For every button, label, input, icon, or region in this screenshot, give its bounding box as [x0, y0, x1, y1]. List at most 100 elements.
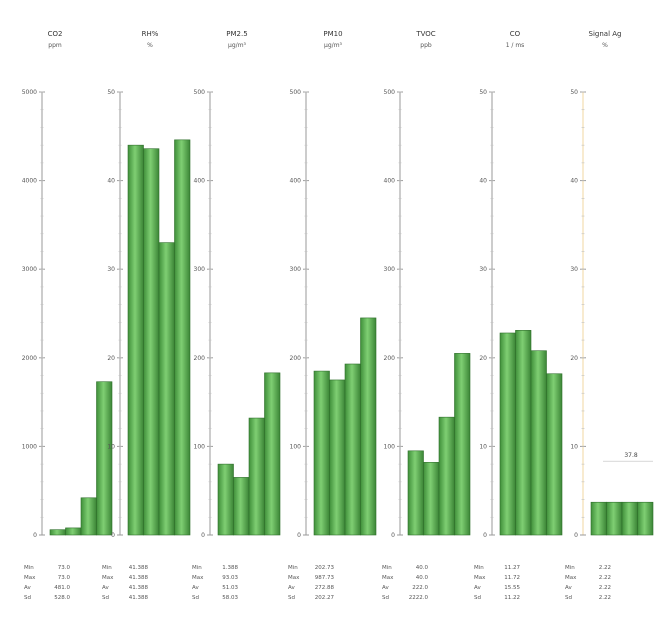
stat-value: 222.0 [412, 585, 428, 591]
stat-label: Av [474, 585, 481, 591]
stat-label: Av [24, 585, 31, 591]
bar [158, 242, 175, 536]
panel-unit: µg/m³ [228, 42, 246, 49]
bar [264, 372, 281, 536]
stat-label: Sd [382, 595, 389, 601]
stat-value: 41.388 [129, 565, 149, 571]
stat-label: Min [288, 565, 298, 571]
y-tick-label: 10 [570, 443, 578, 450]
stat-label: Av [382, 585, 389, 591]
stat-label: Max [24, 575, 36, 581]
stat-value: 11.72 [504, 575, 520, 581]
stat-label: Av [102, 585, 109, 591]
bar [499, 332, 516, 536]
bar [360, 317, 377, 536]
bar [248, 417, 265, 536]
stat-value: 202.27 [315, 595, 335, 601]
bar [590, 501, 607, 536]
chart-panel: CO2 ppm 5000 4000 3000 2000 1000 0 Min 73.0 Max 73.… [22, 30, 113, 601]
stat-value: 1.388 [222, 565, 238, 571]
stat-label: Sd [565, 595, 572, 601]
y-tick-label: 0 [391, 532, 395, 539]
y-tick-label: 1000 [22, 443, 37, 450]
stat-value: 15.55 [504, 585, 520, 591]
y-tick-label: 30 [479, 266, 487, 273]
bar [637, 501, 654, 536]
stat-value: 2.22 [599, 565, 611, 571]
stat-label: Max [565, 575, 577, 581]
y-tick-label: 500 [290, 89, 302, 96]
y-tick-label: 5000 [22, 89, 37, 96]
bar [174, 139, 191, 536]
stat-label: Av [288, 585, 295, 591]
y-tick-label: 50 [479, 89, 487, 96]
stat-label: Sd [102, 595, 109, 601]
stat-label: Max [382, 575, 394, 581]
panel-unit: % [147, 42, 153, 49]
panel-unit: ppb [420, 42, 432, 49]
bar [515, 330, 532, 536]
bar [313, 370, 330, 536]
chart-panel: Signal Ag% 50 40 30 20 10 0 37.8 Min 2.22 Max 2.22 A… [565, 30, 654, 601]
stat-label: Min [382, 565, 392, 571]
bar [127, 144, 144, 536]
stat-value: 41.388 [129, 575, 149, 581]
bar [621, 501, 638, 536]
stat-value: 58.03 [222, 595, 238, 601]
chart-panel: PM10 µg/m³ 500 400 300 200 100 0 Min 202.73 Max 987… [288, 30, 377, 601]
stat-label: Max [192, 575, 204, 581]
stat-label: Sd [288, 595, 295, 601]
y-tick-label: 20 [107, 355, 115, 362]
bar [454, 353, 471, 536]
stat-value: 2222.0 [409, 595, 429, 601]
stat-value: 2.22 [599, 595, 611, 601]
y-tick-label: 0 [111, 532, 115, 539]
panel-title: CO2 [48, 30, 63, 38]
stat-value: 41.388 [129, 595, 149, 601]
y-tick-label: 10 [479, 443, 487, 450]
stat-value: 528.0 [54, 595, 70, 601]
bar [80, 497, 97, 536]
bar [344, 363, 361, 536]
y-tick-label: 0 [33, 532, 37, 539]
stat-label: Min [565, 565, 575, 571]
stat-value: 202.73 [315, 565, 335, 571]
y-tick-label: 100 [384, 443, 396, 450]
stat-value: 40.0 [416, 575, 429, 581]
stat-label: Av [565, 585, 572, 591]
stat-label: Max [288, 575, 300, 581]
bar [606, 501, 623, 536]
y-tick-label: 400 [194, 178, 206, 185]
y-tick-label: 4000 [22, 178, 37, 185]
bar [407, 450, 424, 536]
stat-value: 41.388 [129, 585, 149, 591]
panel-unit: ppm [48, 42, 62, 49]
y-tick-label: 200 [384, 355, 396, 362]
stat-value: 73.0 [58, 565, 71, 571]
stat-label: Sd [24, 595, 31, 601]
y-tick-label: 300 [290, 266, 302, 273]
y-tick-label: 0 [574, 532, 578, 539]
bar [143, 148, 160, 536]
y-tick-label: 300 [384, 266, 396, 273]
y-tick-label: 3000 [22, 266, 37, 273]
panel-title: PM2.5 [226, 30, 247, 38]
stat-value: 272.88 [315, 585, 335, 591]
y-tick-label: 500 [384, 89, 396, 96]
y-tick-label: 30 [107, 266, 115, 273]
bar [546, 373, 563, 536]
stat-value: 481.0 [54, 585, 70, 591]
panel-unit: 1 / ms [506, 42, 525, 49]
chart-panel: PM2.5 µg/m³ 500 400 300 200 100 0 Min 1.388 Max 93.… [192, 30, 281, 601]
y-tick-label: 20 [570, 355, 578, 362]
panel-unit: µg/m³ [324, 42, 342, 49]
y-tick-label: 200 [290, 355, 302, 362]
stat-value: 51.03 [222, 585, 238, 591]
y-tick-label: 0 [297, 532, 301, 539]
y-tick-label: 100 [290, 443, 302, 450]
stat-label: Sd [192, 595, 199, 601]
bar [233, 477, 250, 536]
stat-value: 11.22 [504, 595, 520, 601]
y-tick-label: 40 [570, 178, 578, 185]
y-tick-label: 10 [107, 443, 115, 450]
